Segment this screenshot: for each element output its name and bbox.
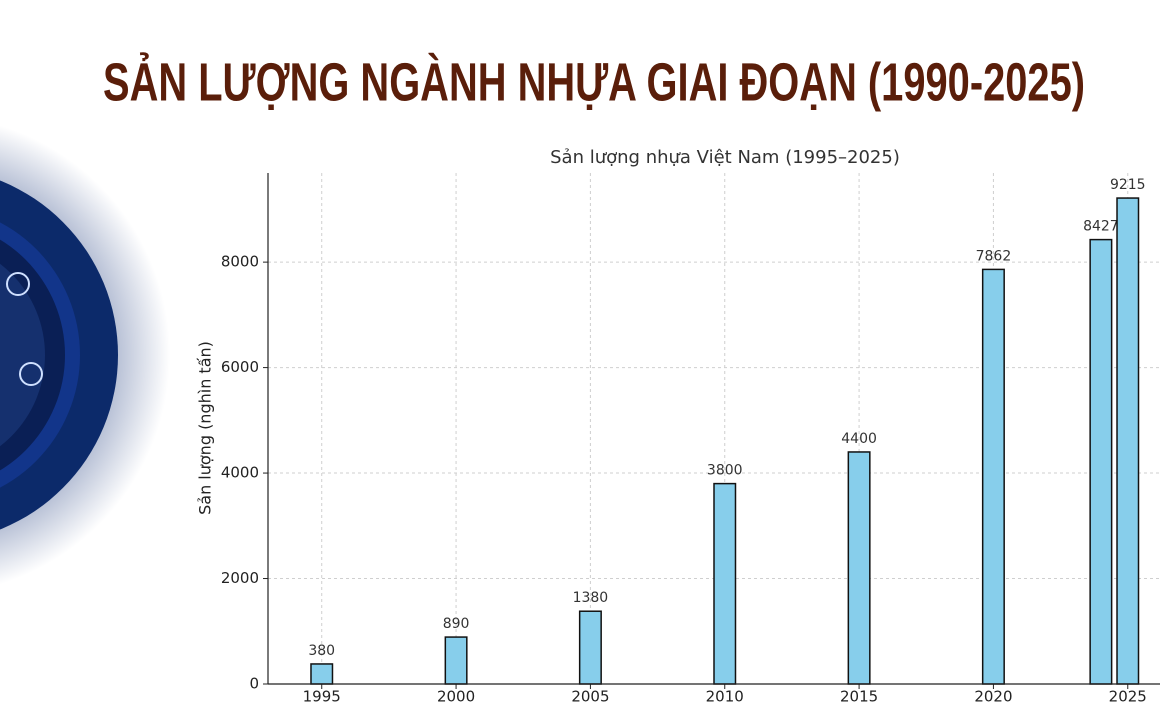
y-tick-label: 2000 (221, 569, 259, 587)
bar (847, 451, 871, 685)
bar (1116, 197, 1140, 685)
bar (981, 268, 1005, 685)
decoration (0, 125, 170, 585)
value-label: 7862 (976, 248, 1012, 264)
slide-title: SẢN LƯỢNG NGÀNH NHỰA GIAI ĐOẠN (1990-202… (103, 52, 1085, 112)
chart-title: Sản lượng nhựa Việt Nam (1995–2025) (550, 147, 900, 168)
value-label: 4400 (841, 431, 877, 447)
bar (310, 663, 334, 685)
bar (444, 636, 468, 685)
y-axis-label: Sản lượng (nghìn tấn) (196, 341, 215, 515)
y-tick-label: 0 (249, 675, 259, 693)
y-tick-label: 4000 (221, 464, 259, 482)
value-label: 8427 (1083, 219, 1119, 235)
x-tick-label: 1995 (303, 688, 341, 706)
value-label: 9215 (1110, 177, 1146, 193)
x-tick-label: 2010 (706, 688, 744, 706)
value-label: 890 (443, 616, 470, 632)
x-tick-label: 2020 (974, 688, 1012, 706)
y-tick-label: 6000 (221, 358, 259, 376)
x-tick-label: 2005 (571, 688, 609, 706)
bar (1089, 238, 1113, 685)
bar (713, 482, 737, 685)
x-tick-label: 2015 (840, 688, 878, 706)
x-tick-label: 2025 (1109, 688, 1147, 706)
value-label: 1380 (573, 590, 609, 606)
y-tick-label: 8000 (221, 253, 259, 271)
bar (578, 610, 602, 685)
x-tick-label: 2000 (437, 688, 475, 706)
value-label: 380 (308, 643, 335, 659)
value-label: 3800 (707, 463, 743, 479)
